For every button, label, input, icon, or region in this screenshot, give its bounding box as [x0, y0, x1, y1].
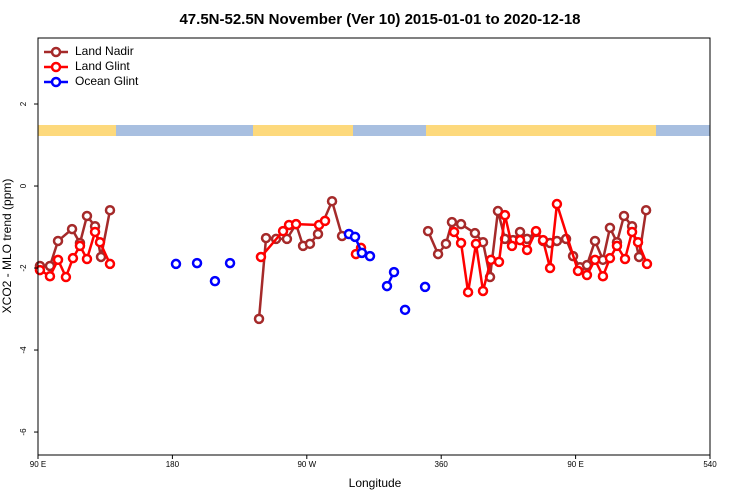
data-point — [641, 258, 653, 270]
data-point — [60, 271, 72, 283]
data-point — [572, 265, 584, 277]
data-point — [356, 247, 368, 259]
data-point — [281, 233, 293, 245]
data-point — [94, 236, 106, 248]
data-point — [191, 257, 203, 269]
data-point — [399, 304, 411, 316]
data-point — [66, 223, 78, 235]
data-point — [170, 258, 182, 270]
legend-label: Land Nadir — [75, 44, 134, 58]
data-point — [499, 209, 511, 221]
data-point — [446, 216, 458, 228]
data-point — [81, 253, 93, 265]
data-point — [224, 257, 236, 269]
series-line — [39, 203, 649, 293]
data-point — [521, 244, 533, 256]
data-point — [253, 313, 265, 325]
data-point — [74, 240, 86, 252]
data-point — [462, 286, 474, 298]
x-tick-label: 90 E — [30, 460, 46, 469]
data-point — [506, 240, 518, 252]
data-point — [611, 240, 623, 252]
data-point — [589, 254, 601, 266]
data-point — [388, 266, 400, 278]
y-tick-label: -4 — [19, 346, 28, 354]
data-point — [381, 280, 393, 292]
data-point — [514, 234, 526, 246]
chart-title: 47.5N-52.5N November (Ver 10) 2015-01-01… — [179, 11, 580, 28]
data-point — [581, 269, 593, 281]
x-tick-label: 360 — [435, 460, 449, 469]
data-point — [290, 218, 302, 230]
data-point — [44, 270, 56, 282]
data-point — [618, 210, 630, 222]
data-point — [349, 231, 361, 243]
data-point — [104, 258, 116, 270]
data-point — [422, 225, 434, 237]
data-point — [326, 195, 338, 207]
data-point — [604, 222, 616, 234]
data-point — [319, 215, 331, 227]
data-point — [312, 228, 324, 240]
data-point — [470, 238, 482, 250]
data-point — [432, 248, 444, 260]
y-tick-label: -6 — [19, 428, 28, 436]
legend-marker — [50, 46, 62, 58]
data-point — [304, 238, 316, 250]
data-point — [632, 236, 644, 248]
y-tick-label: -2 — [19, 264, 28, 272]
data-point — [493, 256, 505, 268]
data-point — [514, 226, 526, 238]
legend-marker — [50, 61, 62, 73]
data-point — [537, 234, 549, 246]
legend-label: Ocean Glint — [75, 74, 139, 88]
data-point — [81, 210, 93, 222]
data-point — [89, 226, 101, 238]
legend-label: Land Glint — [75, 59, 130, 73]
data-point — [260, 232, 272, 244]
data-point — [364, 250, 376, 262]
data-point — [52, 254, 64, 266]
data-point — [604, 252, 616, 264]
data-point — [530, 225, 542, 237]
data-point — [95, 251, 107, 263]
x-axis-label: Longitude — [349, 476, 402, 490]
data-point — [104, 204, 116, 216]
x-tick-label: 90 E — [567, 460, 583, 469]
data-point — [589, 235, 601, 247]
y-tick-label: 0 — [19, 183, 28, 188]
data-point — [52, 235, 64, 247]
legend-marker — [50, 76, 62, 88]
surface-strip — [38, 125, 710, 136]
y-axis-label: XCO2 - MLO trend (ppm) — [0, 179, 14, 314]
plot-area — [34, 195, 653, 325]
y-tick-label: 2 — [19, 101, 28, 106]
data-point — [469, 227, 481, 239]
series-line — [349, 234, 425, 287]
data-point — [640, 204, 652, 216]
data-point — [477, 285, 489, 297]
plot-frame — [37, 37, 711, 456]
data-point — [448, 226, 460, 238]
data-point — [597, 270, 609, 282]
data-point — [209, 275, 221, 287]
data-point — [455, 218, 467, 230]
x-tick-label: 540 — [703, 460, 717, 469]
data-point — [455, 237, 467, 249]
data-point — [34, 264, 46, 276]
data-point — [485, 254, 497, 266]
data-point — [277, 225, 289, 237]
data-point — [419, 281, 431, 293]
data-point — [626, 226, 638, 238]
x-tick-label: 90 W — [297, 460, 316, 469]
data-point — [544, 262, 556, 274]
data-point — [440, 238, 452, 250]
data-point — [67, 252, 79, 264]
data-point — [619, 253, 631, 265]
x-tick-label: 180 — [166, 460, 180, 469]
data-point — [255, 251, 267, 263]
data-point — [551, 198, 563, 210]
